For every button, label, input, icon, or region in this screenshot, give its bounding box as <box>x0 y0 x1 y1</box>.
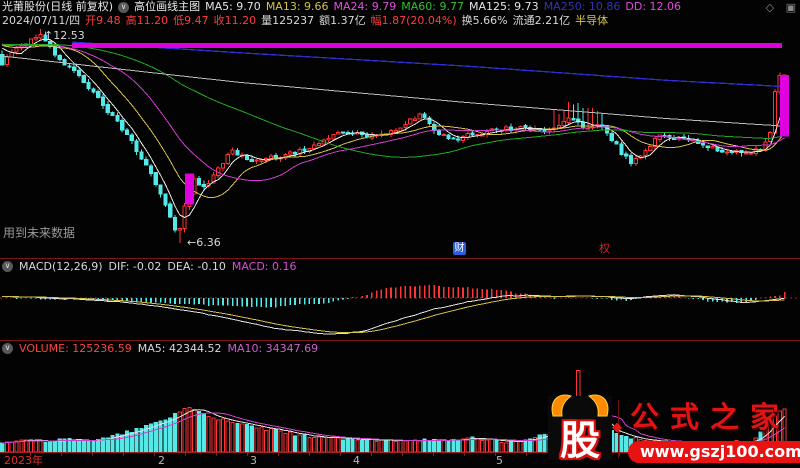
macd-chart[interactable] <box>0 275 800 340</box>
axis-tick <box>247 453 248 456</box>
volume-token: MA5: 42344.52 <box>137 342 222 355</box>
volume-collapse-icon[interactable]: ∨ <box>2 343 13 354</box>
axis-tick <box>154 453 155 456</box>
macd-collapse-icon[interactable]: ∨ <box>2 261 13 272</box>
axis-tick <box>309 453 310 456</box>
quote-token: 开9.48 <box>85 14 121 27</box>
quote-token: 低9.47 <box>173 14 209 27</box>
macd-token: MACD: 0.16 <box>231 260 297 273</box>
axis-label: 5 <box>496 454 503 467</box>
time-axis[interactable]: 2023年 2 3 4 5 <box>0 453 800 468</box>
axis-tick <box>402 453 403 456</box>
quote-token: 高11.20 <box>125 14 169 27</box>
future-data-note: 用到未来数据 <box>3 226 76 240</box>
macd-header: ∨ MACD(12,26,9) DIF: -0.02 DEA: -0.10 MACD:… <box>2 259 303 274</box>
macd-token: MACD(12,26,9) <box>19 260 103 273</box>
volume-header: ∨ VOLUME: 125236.59 MA5: 42344.52 MA10: 34… <box>2 341 324 356</box>
quote-token: 收11.20 <box>213 14 257 27</box>
axis-tick <box>619 453 620 456</box>
macd-token: DIF: -0.02 <box>108 260 162 273</box>
indicator-title: 高位画线主图 <box>134 0 201 13</box>
axis-tick <box>340 453 341 456</box>
diamond-icon[interactable]: ◇ <box>765 1 775 14</box>
event-badge-rights[interactable]: 权 <box>599 242 610 255</box>
watermark: 股 ◆ 公式之家 www.gszj100.com <box>544 392 800 466</box>
axis-tick <box>216 453 217 456</box>
pane-divider <box>0 340 800 341</box>
axis-label: 4 <box>353 454 360 467</box>
axis-tick <box>526 453 527 456</box>
event-badge-finance[interactable]: 财 <box>453 242 466 255</box>
ma-token: DD: 12.06 <box>625 0 682 13</box>
volume-token: MA10: 34347.69 <box>227 342 319 355</box>
axis-tick <box>61 453 62 456</box>
quote-token: 量125237 <box>261 14 315 27</box>
axis-tick <box>123 453 124 456</box>
macd-token: DEA: -0.10 <box>167 260 226 273</box>
ma-token: MA60: 9.77 <box>401 0 464 13</box>
quote-token: 换5.66% <box>461 14 508 27</box>
panel-icon[interactable]: ▣ <box>785 1 796 14</box>
ma-token: MA24: 9.79 <box>333 0 397 13</box>
axis-tick <box>495 453 496 456</box>
peak-price-label: ↑12.53 <box>44 29 85 42</box>
quote-token: 2024/07/11/四 <box>2 14 81 27</box>
watermark-diamond-icon: ◆ <box>612 420 622 435</box>
axis-tick <box>433 453 434 456</box>
volume-token: VOLUME: 125236.59 <box>19 342 132 355</box>
quote-token: 半导体 <box>575 14 609 27</box>
ma-token: MA250: 10.86 <box>543 0 621 13</box>
low-price-label: ←6.36 <box>187 236 221 249</box>
pane-divider <box>0 258 800 259</box>
axis-tick <box>278 453 279 456</box>
axis-tick <box>185 453 186 456</box>
ma-token: MA13: 9.66 <box>265 0 329 13</box>
axis-tick <box>92 453 93 456</box>
watermark-logo: 股 <box>548 394 612 464</box>
indicator-collapse-icon[interactable]: ∨ <box>118 1 130 13</box>
watermark-separator <box>618 400 619 458</box>
axis-tick <box>30 453 31 456</box>
quote-token: 额1.37亿 <box>319 14 366 27</box>
ma-token: MA125: 9.73 <box>468 0 539 13</box>
axis-divider <box>0 452 800 453</box>
quote-token: 幅1.87(20.04%) <box>370 14 457 27</box>
axis-label: 2 <box>158 454 165 467</box>
quote-bar: 2024/07/11/四 开9.48 高11.20 低9.47 收11.20 量12523… <box>2 14 800 28</box>
main-chart[interactable] <box>0 28 800 258</box>
ma-token: MA5: 9.70 <box>205 0 261 13</box>
header-bar: 光莆股份(日线 前复权) ∨ 高位画线主图 MA5: 9.70 MA13: 9.6… <box>2 0 800 14</box>
bull-horn-icon <box>551 394 609 417</box>
axis-label: 2023年 <box>4 454 43 467</box>
watermark-site-name: 公式之家 <box>630 400 791 434</box>
axis-tick <box>371 453 372 456</box>
axis-label: 3 <box>250 454 257 467</box>
quote-token: 流通2.21亿 <box>512 14 571 27</box>
stock-title: 光莆股份(日线 前复权) <box>2 0 114 13</box>
axis-tick <box>464 453 465 456</box>
window-icons: ◇ ▣ <box>758 1 796 14</box>
watermark-logo-char: 股 <box>560 417 600 464</box>
watermark-url-pill: www.gszj100.com <box>628 441 800 463</box>
